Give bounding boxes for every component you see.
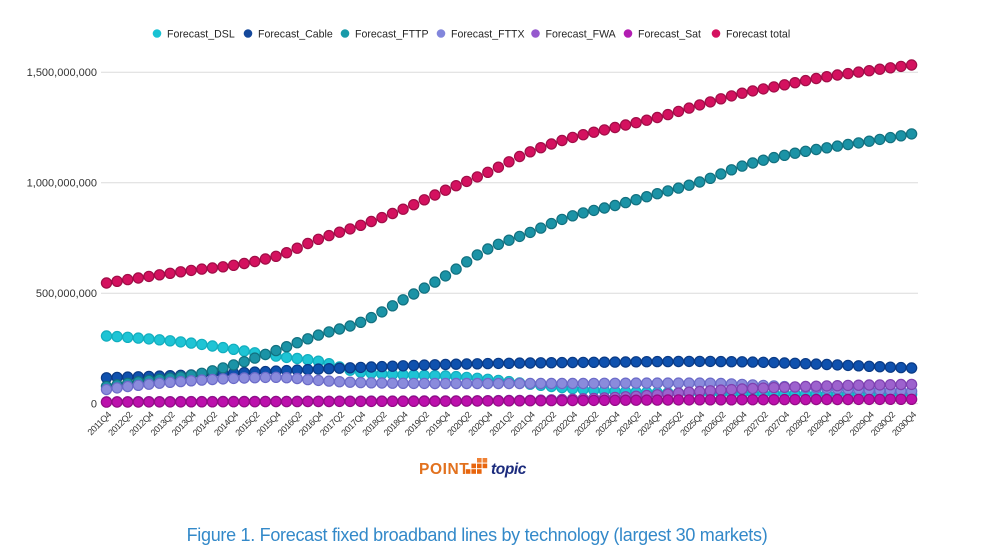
svg-text:Forecast_FWA: Forecast_FWA	[546, 28, 617, 40]
svg-text:topic: topic	[491, 461, 527, 478]
svg-text:Forecast_DSL: Forecast_DSL	[167, 28, 235, 40]
svg-text:0: 0	[91, 398, 97, 410]
svg-text:Forecast_Cable: Forecast_Cable	[258, 28, 333, 40]
svg-text:1,500,000,000: 1,500,000,000	[27, 67, 97, 79]
svg-text:1,000,000,000: 1,000,000,000	[27, 178, 97, 190]
svg-text:Forecast_Sat: Forecast_Sat	[638, 28, 701, 40]
svg-text:Forecast_FTTX: Forecast_FTTX	[451, 28, 525, 40]
svg-text:Forecast_FTTP: Forecast_FTTP	[355, 28, 429, 40]
svg-text:POINT: POINT	[419, 461, 469, 478]
svg-text:Forecast total: Forecast total	[726, 28, 790, 40]
svg-text:500,000,000: 500,000,000	[36, 288, 97, 300]
svg-text:2030Q4: 2030Q4	[890, 409, 918, 437]
